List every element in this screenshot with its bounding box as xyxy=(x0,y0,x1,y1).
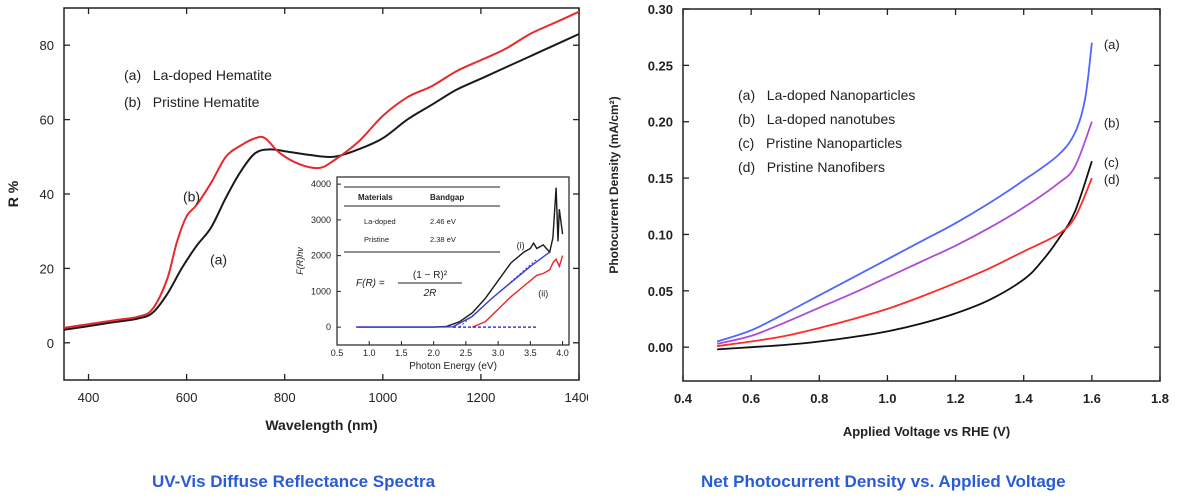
inset-y-tick-label: 2000 xyxy=(311,251,331,261)
inset-x-tick-label: 4.0 xyxy=(556,348,569,358)
table-cell: 2.46 eV xyxy=(430,217,456,226)
series-end-label-a: (a) xyxy=(1104,37,1120,52)
x-tick-label: 0.4 xyxy=(674,391,693,406)
formula-numerator: (1 − R)² xyxy=(413,270,448,281)
inset-tangent xyxy=(459,258,538,328)
table-cell: Pristine xyxy=(364,235,389,244)
inset-x-axis-label: Photon Energy (eV) xyxy=(409,361,497,372)
plot-frame xyxy=(682,8,1161,382)
x-tick-label: 1.4 xyxy=(1015,391,1034,406)
y-tick-label: 0.15 xyxy=(648,171,673,186)
series-line-c xyxy=(717,160,1093,351)
series-line-d xyxy=(716,177,1093,347)
legend-entry: (c) Pristine Nanoparticles xyxy=(738,135,902,151)
y-tick-label: 0.20 xyxy=(648,115,673,130)
curve-annotation: (a) xyxy=(210,252,227,268)
y-tick-label: 20 xyxy=(40,261,54,276)
y-tick-label: 0.10 xyxy=(648,227,673,242)
x-tick-label: 1000 xyxy=(368,390,397,405)
y-tick-label: 0.00 xyxy=(648,340,673,355)
x-tick-label: 1.6 xyxy=(1083,391,1101,406)
legend-entry: (b) La-doped nanotubes xyxy=(738,111,895,127)
formula-lhs: F(R) = xyxy=(356,278,385,289)
inset-frame xyxy=(336,176,570,346)
caption-photocurrent: Net Photocurrent Density vs. Applied Vol… xyxy=(701,472,1066,491)
y-tick-label: 80 xyxy=(40,38,54,53)
curve-annotation: (b) xyxy=(183,188,200,204)
series-line-b xyxy=(716,121,1093,345)
inset-y-tick-label: 1000 xyxy=(311,286,331,296)
inset-x-tick-label: 0.5 xyxy=(331,348,344,358)
x-tick-label: 800 xyxy=(274,390,296,405)
x-tick-label: 1.8 xyxy=(1151,391,1169,406)
inset-y-tick-label: 0 xyxy=(326,322,331,332)
x-axis-label: Wavelength (nm) xyxy=(265,417,377,433)
inset-annotation: (i) xyxy=(517,240,525,250)
table-cell: La-doped xyxy=(364,217,396,226)
x-tick-label: 400 xyxy=(78,390,100,405)
series-line-a xyxy=(716,42,1093,343)
inset-x-tick-label: 3.5 xyxy=(524,348,537,358)
inset-x-tick-label: 1.5 xyxy=(395,348,408,358)
inset-y-tick-label: 4000 xyxy=(311,179,331,189)
series-end-label-d: (d) xyxy=(1104,172,1120,187)
y-tick-label: 60 xyxy=(40,113,54,128)
x-tick-label: 1200 xyxy=(466,390,495,405)
photocurrent-chart: 0.4 0.6 0.8 1.0 1.2 1.4 1.6 1.8 0.00 0.05 0.10 0.15… xyxy=(607,2,1169,439)
legend-entry: (a) La-doped Nanoparticles xyxy=(738,87,915,103)
y-axis-label: Photocurrent Density (mA/cm²) xyxy=(607,96,621,273)
legend-entry: (d) Pristine Nanofibers xyxy=(738,159,885,175)
y-tick-label: 0.25 xyxy=(648,58,673,73)
inset-x-tick-label: 2.5 xyxy=(460,348,473,358)
caption-reflectance: UV-Vis Diffuse Reflectance Spectra xyxy=(152,472,436,491)
series-line-b xyxy=(63,10,580,329)
inset-y-axis-label: F(R)hν xyxy=(295,247,305,275)
x-tick-label: 1.2 xyxy=(947,391,965,406)
y-tick-label: 0 xyxy=(47,336,54,351)
y-tick-label: 0.30 xyxy=(648,2,673,17)
y-tick-label: 0.05 xyxy=(648,284,673,299)
inset-series-ii xyxy=(472,255,564,328)
x-axis-label: Applied Voltage vs RHE (V) xyxy=(843,424,1010,439)
table-header: Bandgap xyxy=(430,193,464,202)
inset-annotation: (ii) xyxy=(538,289,548,299)
x-tick-label: 600 xyxy=(176,390,198,405)
formula-denominator: 2R xyxy=(423,288,437,299)
x-tick-label: 0.8 xyxy=(810,391,828,406)
y-axis-label: R % xyxy=(5,180,21,207)
inset-x-tick-label: 3.0 xyxy=(492,348,505,358)
x-tick-label: 1.0 xyxy=(878,391,896,406)
x-tick-label: 0.6 xyxy=(742,391,760,406)
inset-series-i xyxy=(356,187,564,328)
y-tick-label: 40 xyxy=(40,187,54,202)
table-header: Materials xyxy=(358,193,393,202)
series-end-label-b: (b) xyxy=(1104,116,1120,131)
inset-plot: 0.5 1.0 1.5 2.0 2.5 3.0 3.5 4.0 0 1000 2000 3000 400… xyxy=(295,176,570,372)
inset-x-tick-label: 1.0 xyxy=(363,348,376,358)
table-cell: 2.38 eV xyxy=(430,235,456,244)
legend-entry: (b) Pristine Hematite xyxy=(124,94,260,110)
inset-y-tick-label: 3000 xyxy=(311,215,331,225)
legend-entry: (a) La-doped Hematite xyxy=(124,67,272,83)
series-end-label-c: (c) xyxy=(1104,155,1119,170)
inset-x-tick-label: 2.0 xyxy=(427,348,440,358)
